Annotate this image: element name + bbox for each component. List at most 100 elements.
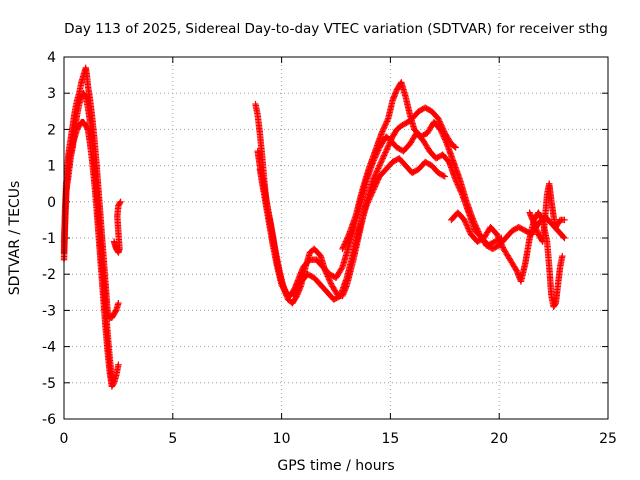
data-point-marker <box>370 175 377 182</box>
data-point-marker <box>494 232 501 240</box>
y-tick-label: -2 <box>42 267 56 283</box>
y-tick-label: 0 <box>47 195 56 211</box>
data-point-marker <box>438 129 445 136</box>
data-point-marker <box>560 233 567 241</box>
data-point-marker <box>382 121 389 128</box>
data-point-marker <box>380 152 388 159</box>
data-point-marker <box>365 196 373 203</box>
data-point-marker <box>379 126 387 134</box>
data-point-marker <box>473 223 480 231</box>
data-point-marker <box>343 235 351 242</box>
y-tick-label: -5 <box>42 376 56 392</box>
data-point-marker <box>435 116 443 124</box>
y-tick-label: 3 <box>47 86 56 102</box>
data-point-marker <box>372 171 379 178</box>
data-point-marker <box>375 176 382 183</box>
data-point-marker <box>496 236 503 244</box>
data-point-marker <box>473 225 481 232</box>
data-point-marker <box>345 232 352 240</box>
data-point-marker <box>368 190 375 198</box>
data-point-marker <box>441 173 448 180</box>
data-point-marker <box>384 116 391 124</box>
y-tick-label: 1 <box>47 159 56 175</box>
data-point-marker <box>465 226 473 234</box>
data-point-marker <box>343 236 350 244</box>
data-point-marker <box>451 143 458 150</box>
data-point-marker <box>461 216 468 224</box>
data-point-marker <box>441 136 449 143</box>
data-point-marker <box>341 241 348 248</box>
data-point-marker <box>380 153 387 161</box>
data-point-marker <box>464 223 471 231</box>
data-point-marker <box>363 200 371 208</box>
data-point-marker <box>471 219 478 226</box>
data-point-marker <box>382 149 389 156</box>
data-point-marker <box>373 169 380 177</box>
data-point-marker <box>341 239 349 247</box>
y-tick-label: 4 <box>47 50 56 66</box>
data-point-marker <box>376 160 384 168</box>
data-point-marker <box>383 146 390 153</box>
data-point-marker <box>377 159 385 166</box>
data-point-marker <box>378 129 385 137</box>
data-point-marker <box>474 226 481 234</box>
data-point-marker <box>371 172 379 179</box>
data-point-marker <box>469 216 477 224</box>
data-point-marker <box>440 133 447 140</box>
data-point-marker <box>372 181 379 189</box>
data-point-marker <box>374 166 381 174</box>
data-point-marker <box>115 299 122 307</box>
data-point-marker <box>471 221 479 228</box>
data-point-marker <box>493 231 501 238</box>
x-tick-label: 0 <box>60 431 69 447</box>
data-point-marker <box>369 176 377 184</box>
data-point-marker <box>381 124 388 131</box>
x-tick-label: 15 <box>381 431 399 447</box>
data-point-marker <box>436 118 443 125</box>
data-point-marker <box>442 137 449 145</box>
data-point-marker <box>437 127 445 135</box>
data-point-marker <box>374 177 381 185</box>
data-point-marker <box>384 143 392 150</box>
data-point-marker <box>342 238 349 245</box>
data-point-marker <box>435 115 442 122</box>
data-point-marker <box>383 119 390 127</box>
data-point-marker <box>466 228 473 235</box>
data-point-marker <box>340 242 348 250</box>
data-point-marker <box>475 228 482 235</box>
x-tick-label: 10 <box>273 431 291 447</box>
data-point-marker <box>371 183 379 190</box>
data-point-marker <box>461 218 469 225</box>
data-point-marker <box>371 184 378 192</box>
data-point-marker <box>382 147 390 155</box>
x-tick-label: 25 <box>599 431 617 447</box>
chart-title: Day 113 of 2025, Sidereal Day-to-day VTE… <box>64 21 608 37</box>
data-point-marker <box>378 156 386 164</box>
data-point-marker <box>385 142 392 149</box>
data-point-marker <box>499 242 506 250</box>
data-point-marker <box>462 219 469 226</box>
y-axis-label: SDTVAR / TECUs <box>7 181 23 296</box>
data-point-marker <box>327 278 334 286</box>
data-point-marker <box>495 235 503 242</box>
y-tick-label: -1 <box>42 231 56 247</box>
data-point-marker <box>115 361 122 368</box>
data-point-marker <box>366 194 373 202</box>
data-point-marker <box>498 241 505 248</box>
data-point-marker <box>470 218 477 225</box>
data-point-marker <box>363 202 370 209</box>
data-point-marker <box>376 162 383 169</box>
data-point-marker <box>561 234 568 242</box>
data-point-marker <box>367 192 375 199</box>
data-point-marker <box>81 92 89 99</box>
data-point-marker <box>364 199 371 206</box>
data-point-marker <box>339 245 346 253</box>
data-point-marker <box>463 221 470 228</box>
data-point-marker <box>344 234 351 241</box>
data-point-marker <box>497 239 505 247</box>
data-point-marker <box>339 244 347 251</box>
plot-frame <box>63 56 609 420</box>
y-tick-label: -3 <box>42 303 56 319</box>
